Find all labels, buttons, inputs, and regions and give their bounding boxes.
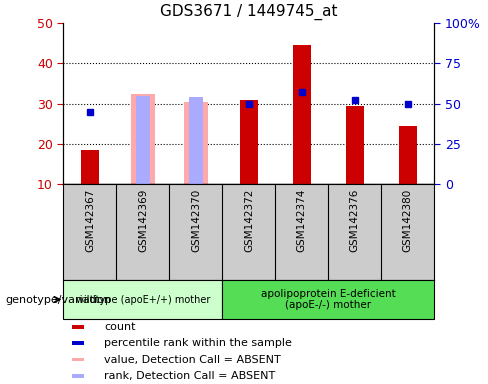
Text: value, Detection Call = ABSENT: value, Detection Call = ABSENT <box>104 354 281 364</box>
Text: GSM142367: GSM142367 <box>85 189 95 253</box>
Text: apolipoprotein E-deficient
(apoE-/-) mother: apolipoprotein E-deficient (apoE-/-) mot… <box>261 289 396 310</box>
Bar <box>293 45 311 184</box>
Text: percentile rank within the sample: percentile rank within the sample <box>104 338 292 348</box>
Text: GSM142376: GSM142376 <box>350 189 360 253</box>
Bar <box>72 358 84 361</box>
Text: GSM142370: GSM142370 <box>191 189 201 252</box>
Bar <box>189 97 203 184</box>
Text: GSM142374: GSM142374 <box>297 189 307 253</box>
Text: GSM142369: GSM142369 <box>138 189 148 253</box>
Bar <box>346 106 364 184</box>
Text: wildtype (apoE+/+) mother: wildtype (apoE+/+) mother <box>76 295 210 305</box>
Bar <box>72 341 84 345</box>
Bar <box>81 150 99 184</box>
Title: GDS3671 / 1449745_at: GDS3671 / 1449745_at <box>160 4 338 20</box>
Bar <box>399 126 417 184</box>
Bar <box>131 94 155 184</box>
Bar <box>223 280 434 319</box>
Bar <box>72 325 84 329</box>
Bar <box>72 374 84 378</box>
Bar <box>240 100 258 184</box>
Bar <box>184 102 208 184</box>
Text: count: count <box>104 322 136 332</box>
Text: GSM142380: GSM142380 <box>403 189 413 252</box>
Text: genotype/variation: genotype/variation <box>5 295 111 305</box>
Text: GSM142372: GSM142372 <box>244 189 254 253</box>
Text: rank, Detection Call = ABSENT: rank, Detection Call = ABSENT <box>104 371 276 381</box>
Bar <box>63 280 223 319</box>
Bar <box>136 96 149 184</box>
FancyArrowPatch shape <box>54 297 60 302</box>
